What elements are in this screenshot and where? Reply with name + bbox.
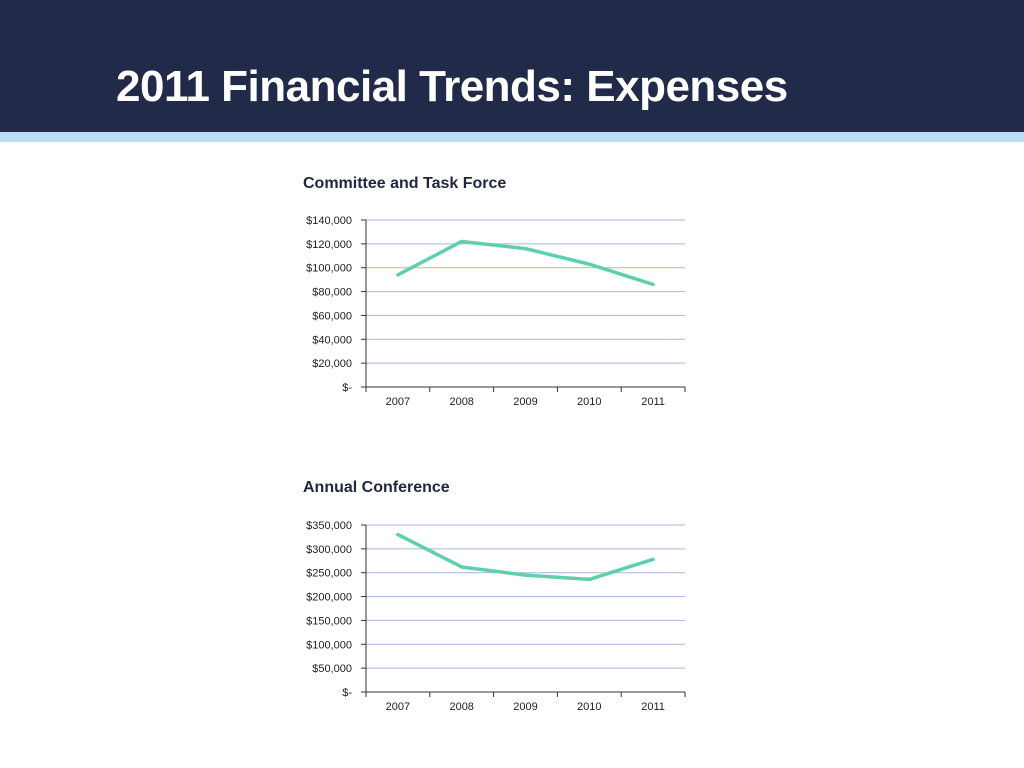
y-tick-label: $140,000: [306, 215, 352, 227]
y-tick-label: $250,000: [306, 568, 352, 580]
annual-conference-chart: $- $50,000 $100,000 $150,000 $200,000 $250,00…: [306, 520, 686, 713]
y-tick-label: $60,000: [312, 310, 352, 322]
y-tick-label: $-: [342, 382, 352, 394]
title-banner: 2011 Financial Trends: Expenses: [0, 0, 1024, 132]
y-tick-label: $80,000: [312, 287, 352, 299]
y-tick-label: $50,000: [312, 663, 352, 675]
x-tick-label: 2010: [577, 396, 601, 408]
chart-title-annual-conference: Annual Conference: [303, 479, 450, 496]
y-tick-label: $120,000: [306, 239, 352, 251]
page-title: 2011 Financial Trends: Expenses: [116, 62, 788, 111]
y-tick-label: $150,000: [306, 615, 352, 627]
x-tick-label: 2007: [386, 701, 410, 713]
x-tick-label: 2011: [641, 701, 665, 713]
y-tick-label: $40,000: [312, 334, 352, 346]
y-tick-label: $-: [342, 687, 352, 699]
y-tick-label: $200,000: [306, 592, 352, 604]
accent-bar: [0, 132, 1024, 142]
y-tick-label: $300,000: [306, 544, 352, 556]
x-tick-label: 2011: [641, 396, 665, 408]
y-tick-label: $100,000: [306, 263, 352, 275]
x-tick-label: 2009: [513, 396, 537, 408]
x-tick-label: 2007: [386, 396, 410, 408]
y-tick-label: $100,000: [306, 639, 352, 651]
y-tick-label: $20,000: [312, 358, 352, 370]
y-tick-label: $350,000: [306, 520, 352, 532]
x-tick-label: 2008: [449, 701, 473, 713]
chart-title-committee: Committee and Task Force: [303, 175, 507, 192]
x-tick-label: 2008: [449, 396, 473, 408]
x-tick-label: 2010: [577, 701, 601, 713]
series-line: [396, 239, 655, 287]
x-tick-label: 2009: [513, 701, 537, 713]
committee-task-force-chart: $- $20,000 $40,000 $60,000 $80,000 $100,000 $1…: [306, 215, 686, 408]
